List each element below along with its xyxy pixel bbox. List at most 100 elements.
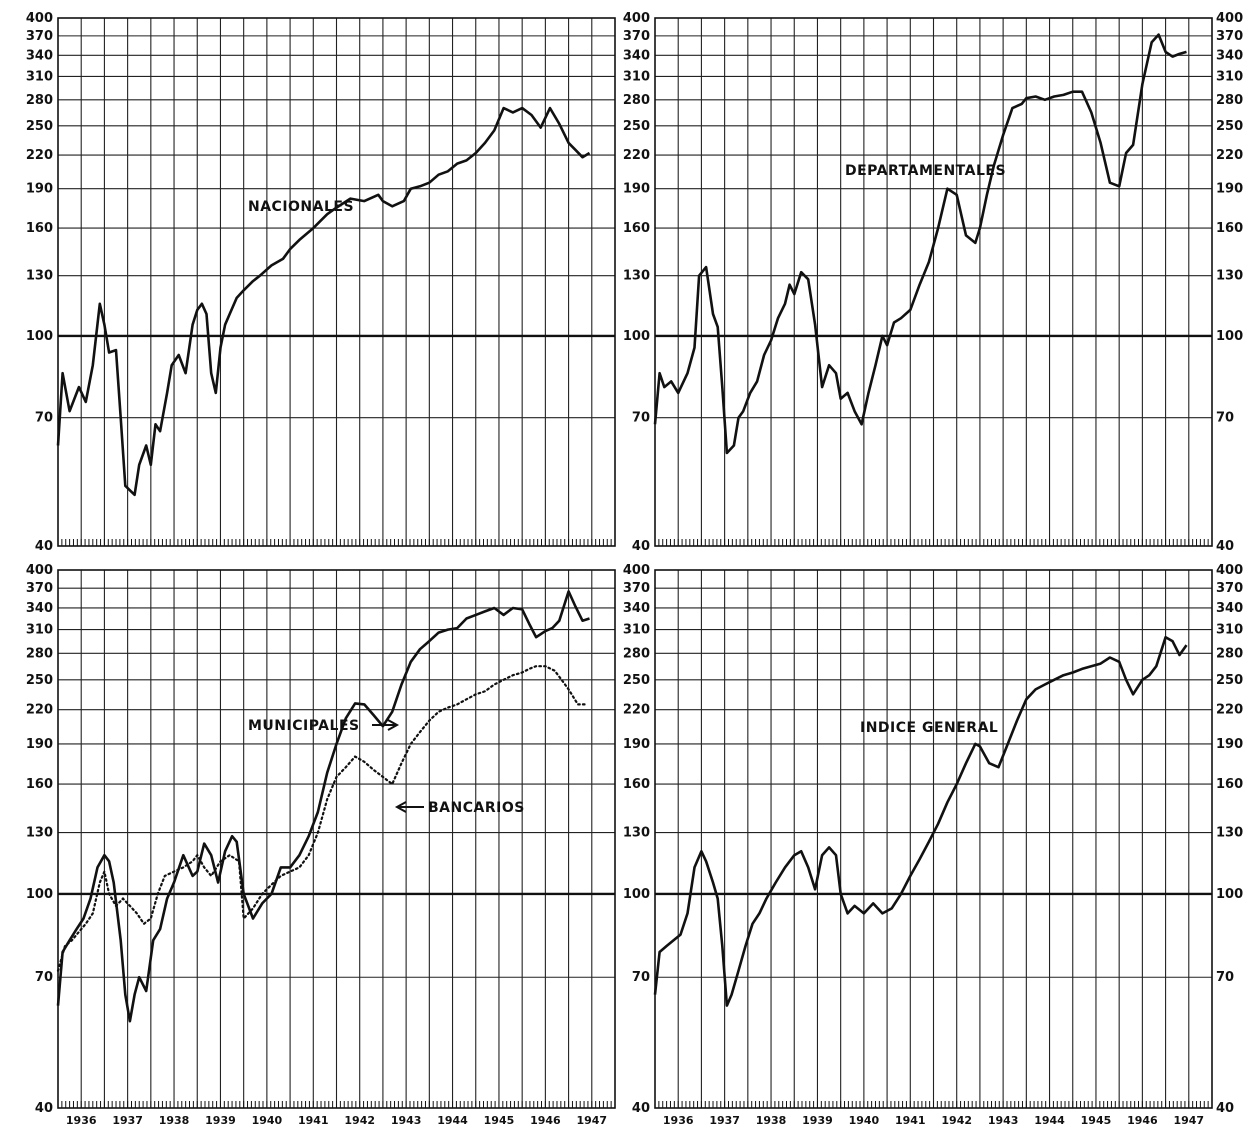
y-tick-label: 160 <box>26 777 53 792</box>
series-line-indice-general <box>653 635 1188 1007</box>
x-tick-label: 1945 <box>1081 1114 1112 1127</box>
y-tick-label: 40 <box>35 1101 53 1116</box>
panel-departamentales: 40 40 70 70 100 100 130 130 160 160 190 190 220 220 25… <box>623 11 1243 554</box>
y-tick-label-right: 340 <box>1216 48 1243 63</box>
y-tick-label: 370 <box>623 581 650 596</box>
y-tick-label: 310 <box>26 623 53 638</box>
y-tick-label: 250 <box>623 673 650 688</box>
y-tick-label-right: 40 <box>1216 539 1234 554</box>
y-tick-label: 400 <box>26 563 53 578</box>
y-tick-label-right: 400 <box>1216 563 1243 578</box>
y-tick-label: 190 <box>623 182 650 197</box>
y-tick-label: 340 <box>26 601 53 616</box>
plot-frame <box>654 17 1213 547</box>
y-tick-label-right: 370 <box>1216 581 1243 596</box>
series-line-departamentales <box>653 33 1187 455</box>
y-tick-label-right: 40 <box>1216 1101 1234 1116</box>
y-tick-label: 190 <box>26 737 53 752</box>
y-tick-label: 340 <box>623 601 650 616</box>
x-tick-label: 1946 <box>530 1114 561 1127</box>
series-label-bancarios: BANCARIOS <box>428 800 525 816</box>
y-tick-label-right: 100 <box>1216 887 1243 902</box>
y-tick-label: 130 <box>26 826 53 841</box>
y-tick-label: 70 <box>632 970 650 985</box>
series-label-municipales: MUNICIPALES <box>248 718 360 734</box>
y-tick-label-right: 130 <box>1216 826 1243 841</box>
y-tick-label-right: 130 <box>1216 269 1243 284</box>
y-tick-label: 130 <box>623 269 650 284</box>
y-tick-label: 280 <box>26 646 53 661</box>
municipales-arrow <box>372 719 400 731</box>
y-tick-label: 130 <box>623 826 650 841</box>
y-tick-label-right: 250 <box>1216 119 1243 134</box>
x-tick-label: 1936 <box>66 1114 97 1127</box>
y-tick-label: 40 <box>35 539 53 554</box>
series-label-nacionales: NACIONALES <box>248 199 354 215</box>
y-tick-label-right: 280 <box>1216 646 1243 661</box>
x-tick-label: 1941 <box>298 1114 329 1127</box>
y-tick-label: 280 <box>26 93 53 108</box>
y-tick-label: 250 <box>26 119 53 134</box>
y-tick-label: 250 <box>623 119 650 134</box>
x-tick-label: 1937 <box>112 1114 143 1127</box>
y-tick-label: 70 <box>632 411 650 426</box>
series-line-bancarios <box>56 665 589 972</box>
y-tick-label: 220 <box>26 703 53 718</box>
y-tick-label: 70 <box>35 970 53 985</box>
x-tick-label: 1945 <box>484 1114 515 1127</box>
y-tick-label: 190 <box>623 737 650 752</box>
x-tick-label: 1940 <box>252 1114 283 1127</box>
y-tick-label: 310 <box>26 69 53 84</box>
y-tick-label: 250 <box>26 673 53 688</box>
y-tick-label: 220 <box>623 703 650 718</box>
y-tick-label: 190 <box>26 182 53 197</box>
y-tick-label: 40 <box>632 539 650 554</box>
y-tick-label-right: 220 <box>1216 148 1243 163</box>
panel-nacionales: 40 70 100 130 160 190 220 250 280 310 340 370 400 <box>26 11 616 554</box>
x-tick-label: 1942 <box>344 1114 375 1127</box>
plot-frame <box>57 17 616 547</box>
y-tick-label: 130 <box>26 269 53 284</box>
plot-frame <box>57 569 616 1109</box>
x-tick-label: 1937 <box>709 1114 740 1127</box>
series-line-municipales <box>56 590 590 1023</box>
y-tick-label-right: 190 <box>1216 182 1243 197</box>
y-tick-label: 370 <box>26 581 53 596</box>
x-tick-label: 1943 <box>391 1114 422 1127</box>
x-tick-label: 1939 <box>205 1114 236 1127</box>
y-tick-label-right: 250 <box>1216 673 1243 688</box>
y-tick-label: 160 <box>623 221 650 236</box>
y-tick-label: 400 <box>26 11 53 26</box>
y-tick-label-right: 190 <box>1216 737 1243 752</box>
y-tick-label: 100 <box>623 887 650 902</box>
y-tick-label: 280 <box>623 93 650 108</box>
y-tick-label-right: 70 <box>1216 411 1234 426</box>
y-tick-label-right: 400 <box>1216 11 1243 26</box>
x-tick-label: 1946 <box>1127 1114 1158 1127</box>
x-tick-label: 1940 <box>849 1114 880 1127</box>
x-tick-label: 1936 <box>663 1114 694 1127</box>
y-tick-label: 400 <box>623 563 650 578</box>
y-tick-label-right: 160 <box>1216 221 1243 236</box>
y-tick-label-right: 100 <box>1216 329 1243 344</box>
y-tick-label: 160 <box>26 221 53 236</box>
y-tick-label: 70 <box>35 411 53 426</box>
x-tick-label: 1947 <box>1173 1114 1204 1127</box>
y-tick-label-right: 220 <box>1216 703 1243 718</box>
series-label-departamentales: DEPARTAMENTALES <box>845 163 1006 179</box>
y-tick-label: 370 <box>623 29 650 44</box>
series-label-indice-general: INDICE GENERAL <box>860 720 998 736</box>
y-tick-label: 310 <box>623 69 650 84</box>
y-tick-label-right: 310 <box>1216 623 1243 638</box>
y-tick-label: 340 <box>623 48 650 63</box>
y-tick-label: 400 <box>623 11 650 26</box>
y-tick-label-right: 340 <box>1216 601 1243 616</box>
x-tick-label: 1942 <box>941 1114 972 1127</box>
panel-indice-general: 40 40 70 70 100 100 130 130 160 160 190 190 220 220 25… <box>623 563 1243 1127</box>
x-tick-label: 1941 <box>895 1114 926 1127</box>
y-tick-label: 40 <box>632 1101 650 1116</box>
x-tick-label: 1938 <box>756 1114 787 1127</box>
panel-municipales-bancarios: 40 70 100 130 160 190 220 250 280 310 340 370 400 193… <box>26 563 616 1127</box>
y-tick-label: 370 <box>26 29 53 44</box>
plot-frame <box>654 569 1213 1109</box>
